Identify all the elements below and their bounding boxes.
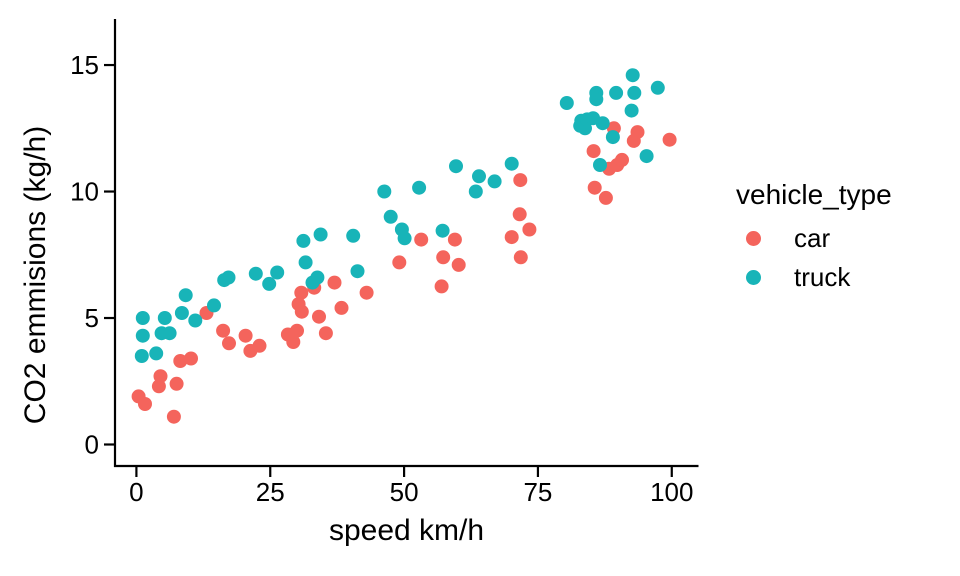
data-point-truck [313, 227, 328, 242]
data-point-car [312, 309, 326, 324]
y-tick-label: 0 [85, 429, 99, 459]
data-point-truck [412, 180, 427, 195]
data-point-truck [298, 255, 313, 270]
data-point-truck [639, 149, 654, 164]
data-point-car [359, 285, 374, 300]
data-point-car [294, 304, 309, 319]
data-point-car [153, 369, 168, 384]
data-point-truck [627, 85, 642, 100]
data-point-car [169, 376, 184, 391]
data-point-car [318, 326, 333, 341]
data-point-truck [149, 346, 164, 361]
data-point-truck [487, 174, 502, 189]
y-tick-label: 10 [70, 177, 99, 207]
data-point-truck [468, 184, 483, 199]
data-point-car [294, 285, 309, 300]
data-point-truck [157, 311, 172, 325]
x-tick-label: 75 [523, 477, 552, 507]
data-point-truck [609, 85, 624, 100]
y-tick-label: 5 [85, 303, 99, 333]
data-point-car [598, 190, 613, 205]
data-point-truck [207, 298, 221, 313]
truck-legend-dot-icon [746, 269, 761, 285]
data-point-car [290, 323, 304, 338]
data-point-car [504, 230, 519, 245]
data-point-car [138, 397, 152, 411]
data-point-truck [449, 159, 463, 174]
x-tick-label: 50 [390, 477, 419, 507]
data-point-truck [162, 326, 177, 341]
data-point-car [513, 173, 528, 188]
data-point-car [522, 222, 537, 237]
x-tick-label: 100 [650, 477, 693, 507]
data-point-truck [135, 328, 150, 343]
data-point-truck [559, 96, 574, 110]
legend-title: vehicle_type [736, 179, 892, 210]
data-point-truck [377, 184, 392, 199]
data-point-car [512, 207, 527, 222]
data-point-truck [270, 265, 285, 280]
data-point-truck [625, 68, 640, 83]
data-point-car [222, 336, 236, 351]
data-point-truck [221, 270, 236, 285]
legend-label-truck: truck [794, 261, 851, 292]
data-point-truck [248, 266, 263, 281]
data-point-car [447, 232, 462, 247]
data-point-car [586, 144, 601, 159]
x-axis-title: speed km/h [328, 514, 485, 547]
data-point-truck [262, 276, 277, 291]
data-point-truck [296, 233, 311, 248]
data-point-truck [650, 80, 665, 95]
data-point-car [451, 257, 466, 272]
data-point-car [615, 152, 629, 167]
data-point-car [173, 354, 188, 368]
x-tick-label: 25 [256, 477, 285, 507]
data-point-car [334, 300, 349, 315]
data-point-truck [135, 311, 150, 325]
data-point-car [434, 279, 449, 294]
data-point-truck [595, 116, 610, 131]
y-tick-label: 15 [70, 50, 99, 80]
data-point-truck [504, 156, 519, 171]
data-point-car [166, 409, 181, 424]
data-point-car [414, 232, 429, 247]
data-point-truck [188, 313, 203, 328]
legend-label-car: car [794, 222, 831, 253]
data-point-car [392, 255, 407, 270]
data-point-car [513, 250, 528, 265]
data-point-car [327, 275, 342, 290]
data-point-car [587, 180, 602, 195]
legend-item-truck: truck [736, 261, 892, 292]
data-point-car [662, 132, 677, 147]
data-point-truck [178, 288, 193, 303]
data-point-truck [593, 158, 607, 172]
data-point-truck [589, 92, 604, 107]
data-point-car [216, 323, 231, 338]
data-point-car [286, 335, 301, 349]
data-point-truck [350, 264, 365, 279]
y-axis-title: CO2 emmisions (kg/h) [19, 125, 52, 425]
data-point-truck [435, 223, 450, 238]
data-point-car [238, 328, 253, 343]
data-point-truck [397, 231, 412, 246]
x-tick-label: 0 [129, 477, 143, 507]
legend: vehicle_type car truck [736, 178, 892, 292]
data-point-car [184, 351, 198, 366]
data-point-truck [174, 306, 189, 320]
data-point-truck [605, 130, 620, 145]
car-legend-dot-icon [746, 230, 761, 246]
data-point-truck [472, 169, 486, 184]
data-point-car [252, 338, 267, 353]
legend-item-car: car [736, 222, 892, 253]
data-point-truck [134, 349, 149, 363]
data-point-truck [383, 209, 398, 224]
data-point-truck [346, 228, 361, 243]
data-point-truck [310, 270, 325, 285]
data-point-car [630, 125, 645, 140]
data-point-car [436, 250, 451, 265]
data-point-truck [624, 103, 639, 118]
